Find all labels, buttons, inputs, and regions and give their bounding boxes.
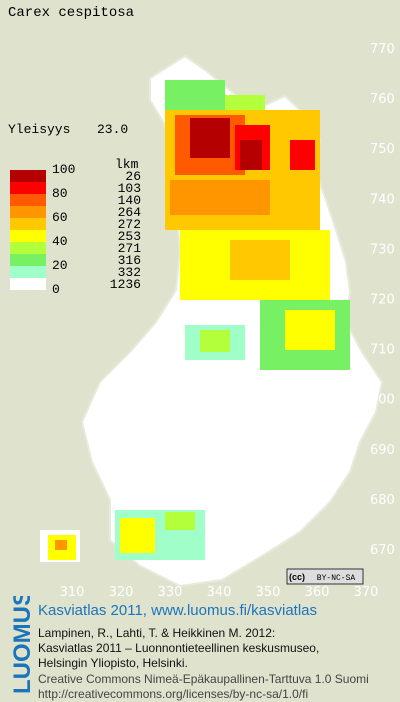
legend-tick: 20 [52, 258, 68, 273]
credit-line: Lampinen, R., Lahti, T. & Heikkinen M. 2… [38, 626, 276, 640]
axes: 310 320 330 340 350 360 370 770 760 750 740 730 720 7… [60, 42, 395, 600]
license-badge: BY-NC-SA [317, 574, 356, 583]
legend-swatch [10, 230, 46, 242]
frequency-label: Yleisyys [8, 122, 70, 137]
legend-swatch [10, 182, 46, 194]
credit-line: Kasviatlas 2011 – Luonnontieteellinen ke… [38, 641, 320, 655]
legend-tick: 60 [52, 210, 68, 225]
logo: LUOMUS [9, 596, 34, 694]
legend-count: 140 [118, 193, 141, 208]
y-tick-label: 750 [370, 142, 395, 157]
credit-line: Helsingin Yliopisto, Helsinki. [38, 656, 188, 670]
legend-swatch-white [10, 278, 46, 290]
y-tick-label: 680 [370, 493, 395, 508]
map: (cc) BY-NC-SA Carex cespitosa Yleisyys 2… [8, 5, 395, 600]
occurrence-cells [48, 80, 350, 560]
legend-swatch [10, 170, 46, 182]
legend-tick: 0 [52, 282, 60, 297]
y-tick-label: 690 [370, 443, 395, 458]
legend-swatch [10, 266, 46, 278]
x-tick-label: 360 [305, 585, 330, 600]
legend-count: 264 [118, 205, 142, 220]
legend-count: 316 [118, 253, 141, 268]
x-tick-label: 340 [207, 585, 232, 600]
cc-icon: (cc) [289, 572, 305, 582]
logo-box: LUOMUS [9, 596, 34, 694]
legend-count: 253 [118, 229, 141, 244]
legend-count: 271 [118, 241, 142, 256]
y-tick-label: 700 [370, 393, 395, 408]
legend-tick: 40 [52, 234, 68, 249]
y-tick-label: 670 [370, 543, 395, 558]
x-tick-label: 370 [354, 585, 379, 600]
y-tick-label: 770 [370, 42, 395, 57]
legend-count: 272 [118, 217, 141, 232]
x-tick-label: 320 [109, 585, 134, 600]
legend-tick: 80 [52, 186, 68, 201]
legend-count: 26 [125, 169, 141, 184]
badge-box [286, 568, 364, 585]
license-line: http://creativecommons.org/licenses/by-n… [38, 687, 309, 701]
legend-count: 332 [118, 265, 141, 280]
legend-swatch [10, 242, 46, 254]
count-header: lkm [115, 157, 139, 172]
legend-swatch [10, 218, 46, 230]
x-tick-label: 310 [60, 585, 85, 600]
legend-count: 1236 [110, 277, 141, 292]
x-tick-label: 350 [256, 585, 281, 600]
y-tick-label: 760 [370, 92, 395, 107]
license-line: Creative Commons Nimeä-Epäkaupallinen-Ta… [38, 672, 369, 686]
title: Carex cespitosa [8, 5, 134, 21]
legend-swatch [10, 254, 46, 266]
y-tick-label: 730 [370, 242, 395, 257]
y-tick-label: 710 [370, 343, 395, 358]
y-tick-label: 720 [370, 293, 395, 308]
legend-count: 103 [118, 181, 141, 196]
legend-swatch [10, 194, 46, 206]
legend-swatch [10, 206, 46, 218]
x-tick-label: 330 [158, 585, 183, 600]
frequency-value: 23.0 [97, 122, 128, 137]
legend-tick: 100 [52, 162, 75, 177]
credit-headline: Kasviatlas 2011, www.luomus.fi/kasviatla… [38, 602, 318, 619]
y-tick-label: 740 [370, 192, 395, 207]
